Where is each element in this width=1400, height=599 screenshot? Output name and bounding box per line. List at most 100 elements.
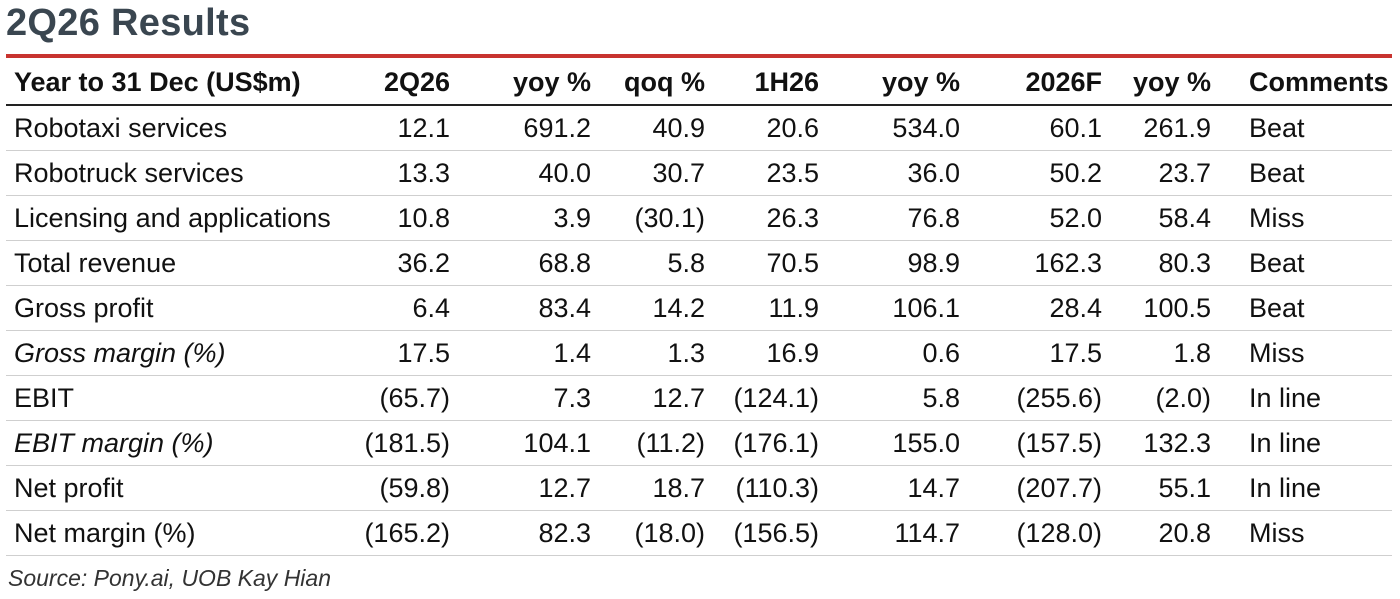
header-qoq: qoq % bbox=[597, 60, 711, 106]
table-cell: 98.9 bbox=[825, 240, 966, 286]
table-cell: 12.1 bbox=[331, 105, 456, 151]
table-cell: (157.5) bbox=[966, 420, 1108, 466]
row-label: Total revenue bbox=[6, 240, 331, 286]
table-cell: (181.5) bbox=[331, 420, 456, 466]
row-label: Net margin (%) bbox=[6, 510, 331, 556]
table-cell: 10.8 bbox=[331, 195, 456, 241]
table-cell: 106.1 bbox=[825, 285, 966, 331]
row-comment: Beat bbox=[1217, 105, 1392, 151]
row-label: Net profit bbox=[6, 465, 331, 511]
table-cell: 60.1 bbox=[966, 105, 1108, 151]
table-cell: 155.0 bbox=[825, 420, 966, 466]
row-comment: Miss bbox=[1217, 510, 1392, 556]
table-cell: 83.4 bbox=[456, 285, 597, 331]
table-cell: (124.1) bbox=[711, 375, 825, 421]
row-label: EBIT margin (%) bbox=[6, 420, 331, 466]
table-cell: 114.7 bbox=[825, 510, 966, 556]
header-2026f: 2026F bbox=[966, 60, 1108, 106]
header-2q26: 2Q26 bbox=[331, 60, 456, 106]
table-cell: 58.4 bbox=[1108, 195, 1217, 241]
table-cell: 36.2 bbox=[331, 240, 456, 286]
table-cell: 1.3 bbox=[597, 330, 711, 376]
table-cell: 14.2 bbox=[597, 285, 711, 331]
row-label: Licensing and applications bbox=[6, 195, 331, 241]
table-cell: 100.5 bbox=[1108, 285, 1217, 331]
table-row: Gross profit 6.4 83.4 14.2 11.9 106.1 28.4 100.… bbox=[6, 285, 1392, 331]
row-comment: Beat bbox=[1217, 285, 1392, 331]
table-cell: 70.5 bbox=[711, 240, 825, 286]
table-cell: 50.2 bbox=[966, 150, 1108, 196]
header-yoy-2q: yoy % bbox=[456, 60, 597, 106]
header-row: Year to 31 Dec (US$m) 2Q26 yoy % qoq % 1… bbox=[6, 60, 1392, 106]
source-note: Source: Pony.ai, UOB Kay Hian bbox=[8, 565, 331, 591]
table-cell: (59.8) bbox=[331, 465, 456, 511]
row-comment: Miss bbox=[1217, 330, 1392, 376]
table-row: Robotaxi services 12.1 691.2 40.9 20.6 534.0 6… bbox=[6, 105, 1392, 151]
table-cell: 28.4 bbox=[966, 285, 1108, 331]
table-cell: 36.0 bbox=[825, 150, 966, 196]
table-cell: 261.9 bbox=[1108, 105, 1217, 151]
table-row: Gross margin (%) 17.5 1.4 1.3 16.9 0.6 17.5 1.8… bbox=[6, 330, 1392, 376]
table-cell: (156.5) bbox=[711, 510, 825, 556]
row-label: EBIT bbox=[6, 375, 331, 421]
row-comment: Miss bbox=[1217, 195, 1392, 241]
header-label: Year to 31 Dec (US$m) bbox=[6, 60, 331, 106]
table-cell: 40.0 bbox=[456, 150, 597, 196]
table-cell: 7.3 bbox=[456, 375, 597, 421]
table-cell: 104.1 bbox=[456, 420, 597, 466]
table-row: EBIT margin (%) (181.5) 104.1 (11.2) (176.1)… bbox=[6, 420, 1392, 466]
table-cell: (128.0) bbox=[966, 510, 1108, 556]
table-cell: 23.5 bbox=[711, 150, 825, 196]
table-cell: (176.1) bbox=[711, 420, 825, 466]
table-cell: 0.6 bbox=[825, 330, 966, 376]
table-cell: 68.8 bbox=[456, 240, 597, 286]
table-title: 2Q26 Results bbox=[6, 2, 251, 44]
header-yoy-1h: yoy % bbox=[825, 60, 966, 106]
row-comment: Beat bbox=[1217, 150, 1392, 196]
table-row: Net margin (%) (165.2) 82.3 (18.0) (156.5) 11… bbox=[6, 510, 1392, 556]
table-cell: 26.3 bbox=[711, 195, 825, 241]
results-table: Year to 31 Dec (US$m) 2Q26 yoy % qoq % 1… bbox=[6, 60, 1392, 556]
table-cell: 17.5 bbox=[966, 330, 1108, 376]
table-row: Licensing and applications 10.8 3.9 (30.1) 2… bbox=[6, 195, 1392, 241]
row-label: Robotaxi services bbox=[6, 105, 331, 151]
table-cell: 11.9 bbox=[711, 285, 825, 331]
table-cell: (2.0) bbox=[1108, 375, 1217, 421]
table-cell: 40.9 bbox=[597, 105, 711, 151]
table-cell: 5.8 bbox=[597, 240, 711, 286]
table-cell: 5.8 bbox=[825, 375, 966, 421]
table-cell: 16.9 bbox=[711, 330, 825, 376]
table-cell: 162.3 bbox=[966, 240, 1108, 286]
table-row: Net profit (59.8) 12.7 18.7 (110.3) 14.7 (207.… bbox=[6, 465, 1392, 511]
table-row: Total revenue 36.2 68.8 5.8 70.5 98.9 162.3 80.… bbox=[6, 240, 1392, 286]
table-cell: (65.7) bbox=[331, 375, 456, 421]
table-cell: (11.2) bbox=[597, 420, 711, 466]
title-rule bbox=[6, 54, 1392, 58]
table-cell: 3.9 bbox=[456, 195, 597, 241]
table-cell: 55.1 bbox=[1108, 465, 1217, 511]
table-row: EBIT (65.7) 7.3 12.7 (124.1) 5.8 (255.6) (2.0) I… bbox=[6, 375, 1392, 421]
row-label: Robotruck services bbox=[6, 150, 331, 196]
table-cell: (165.2) bbox=[331, 510, 456, 556]
table-cell: 534.0 bbox=[825, 105, 966, 151]
row-comment: In line bbox=[1217, 375, 1392, 421]
table-cell: 132.3 bbox=[1108, 420, 1217, 466]
table-cell: 1.4 bbox=[456, 330, 597, 376]
table-cell: 18.7 bbox=[597, 465, 711, 511]
table-row: Robotruck services 13.3 40.0 30.7 23.5 36.0 50… bbox=[6, 150, 1392, 196]
table-cell: 17.5 bbox=[331, 330, 456, 376]
row-comment: In line bbox=[1217, 420, 1392, 466]
header-yoy-2026: yoy % bbox=[1108, 60, 1217, 106]
table-cell: 23.7 bbox=[1108, 150, 1217, 196]
table-cell: (255.6) bbox=[966, 375, 1108, 421]
row-label: Gross profit bbox=[6, 285, 331, 331]
table-cell: 691.2 bbox=[456, 105, 597, 151]
table-cell: 82.3 bbox=[456, 510, 597, 556]
header-comments: Comments bbox=[1217, 60, 1392, 106]
table-cell: 20.8 bbox=[1108, 510, 1217, 556]
table-cell: (110.3) bbox=[711, 465, 825, 511]
table-cell: 1.8 bbox=[1108, 330, 1217, 376]
table-cell: 13.3 bbox=[331, 150, 456, 196]
header-1h26: 1H26 bbox=[711, 60, 825, 106]
table-cell: 30.7 bbox=[597, 150, 711, 196]
